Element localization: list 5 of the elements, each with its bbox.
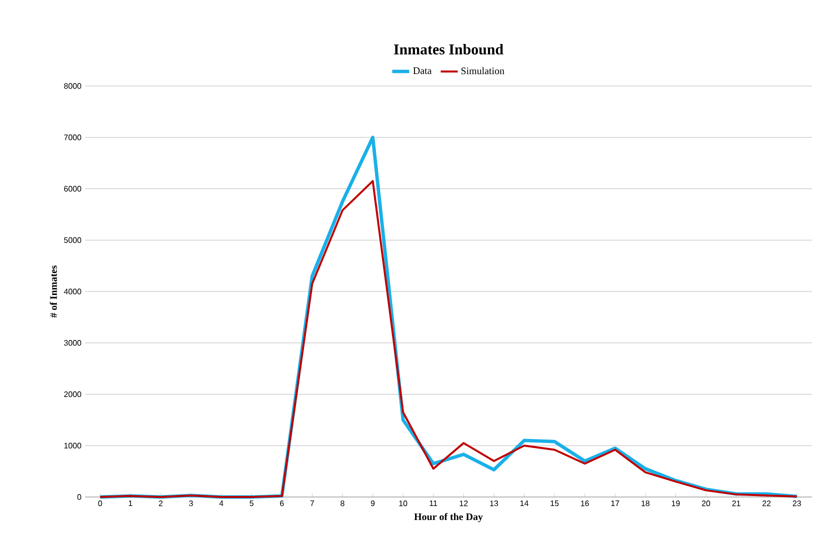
legend-label: Data [413, 67, 432, 74]
x-axis-title: Hour of the Day [414, 513, 483, 522]
legend-label: Simulation [461, 67, 504, 74]
chart-title: Inmates Inbound [394, 44, 504, 55]
y-axis-title: # of Inmates [50, 265, 57, 318]
